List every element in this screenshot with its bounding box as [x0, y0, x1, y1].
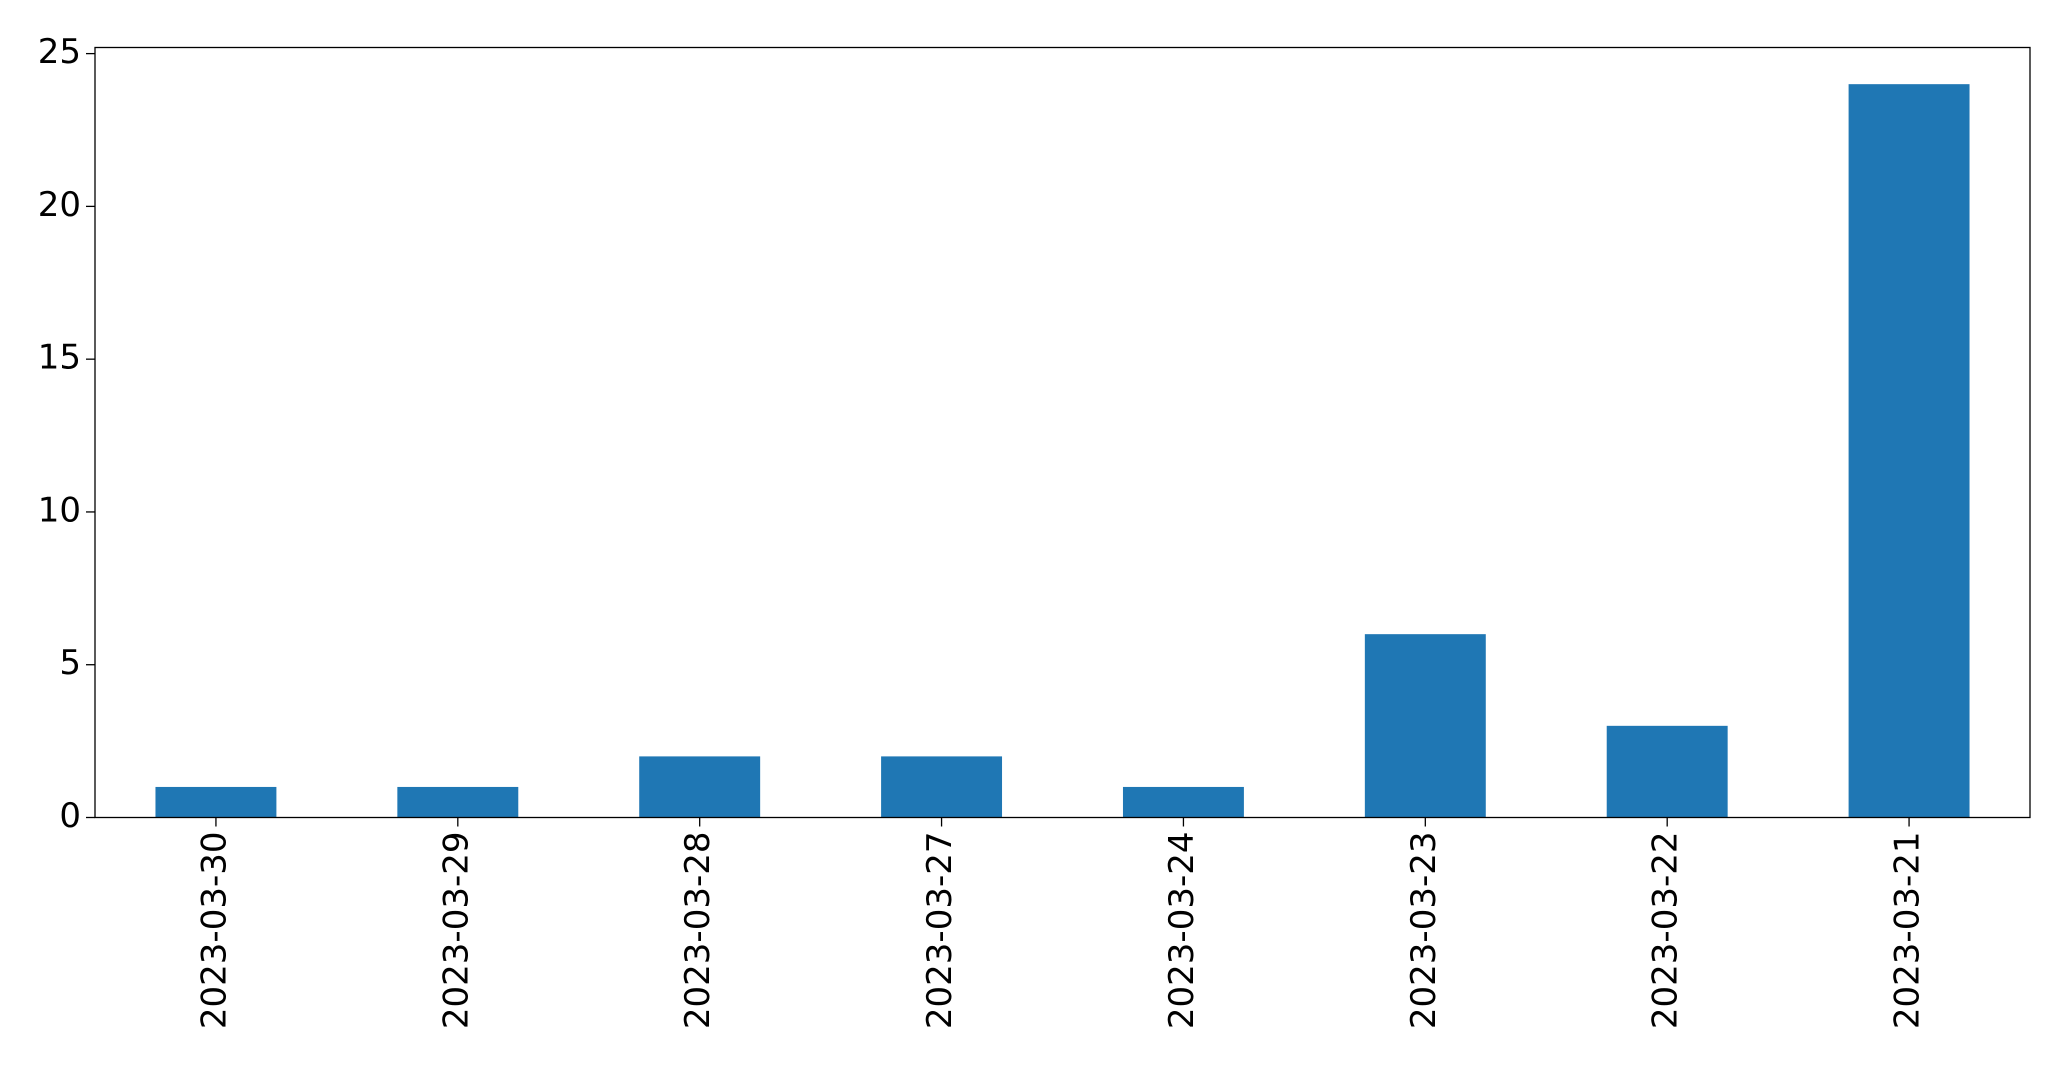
bar: [1364, 634, 1486, 818]
bar: [397, 786, 519, 818]
y-tick-label: 25: [38, 32, 81, 72]
plot-frame: [94, 46, 2031, 819]
x-tick-label: 2023-03-23: [1404, 832, 1444, 1030]
y-tick-label: 10: [38, 490, 81, 530]
bar: [1606, 725, 1728, 818]
x-tick-label: 2023-03-22: [1646, 832, 1686, 1030]
bar: [1122, 786, 1244, 818]
y-tick-label: 15: [38, 338, 81, 378]
bar: [1848, 84, 1970, 818]
bar: [881, 756, 1003, 818]
x-tick-label: 2023-03-21: [1888, 832, 1928, 1030]
x-tick-label: 2023-03-24: [1162, 832, 1202, 1030]
x-tick-label: 2023-03-30: [194, 832, 234, 1030]
y-tick-label: 5: [59, 643, 81, 683]
x-tick-label: 2023-03-28: [678, 832, 718, 1030]
x-tick-label: 2023-03-29: [436, 832, 476, 1030]
bar: [639, 756, 761, 818]
x-tick-label: 2023-03-27: [920, 832, 960, 1030]
bar: [155, 786, 277, 818]
y-tick-label: 0: [59, 796, 81, 836]
y-tick-label: 20: [38, 185, 81, 225]
